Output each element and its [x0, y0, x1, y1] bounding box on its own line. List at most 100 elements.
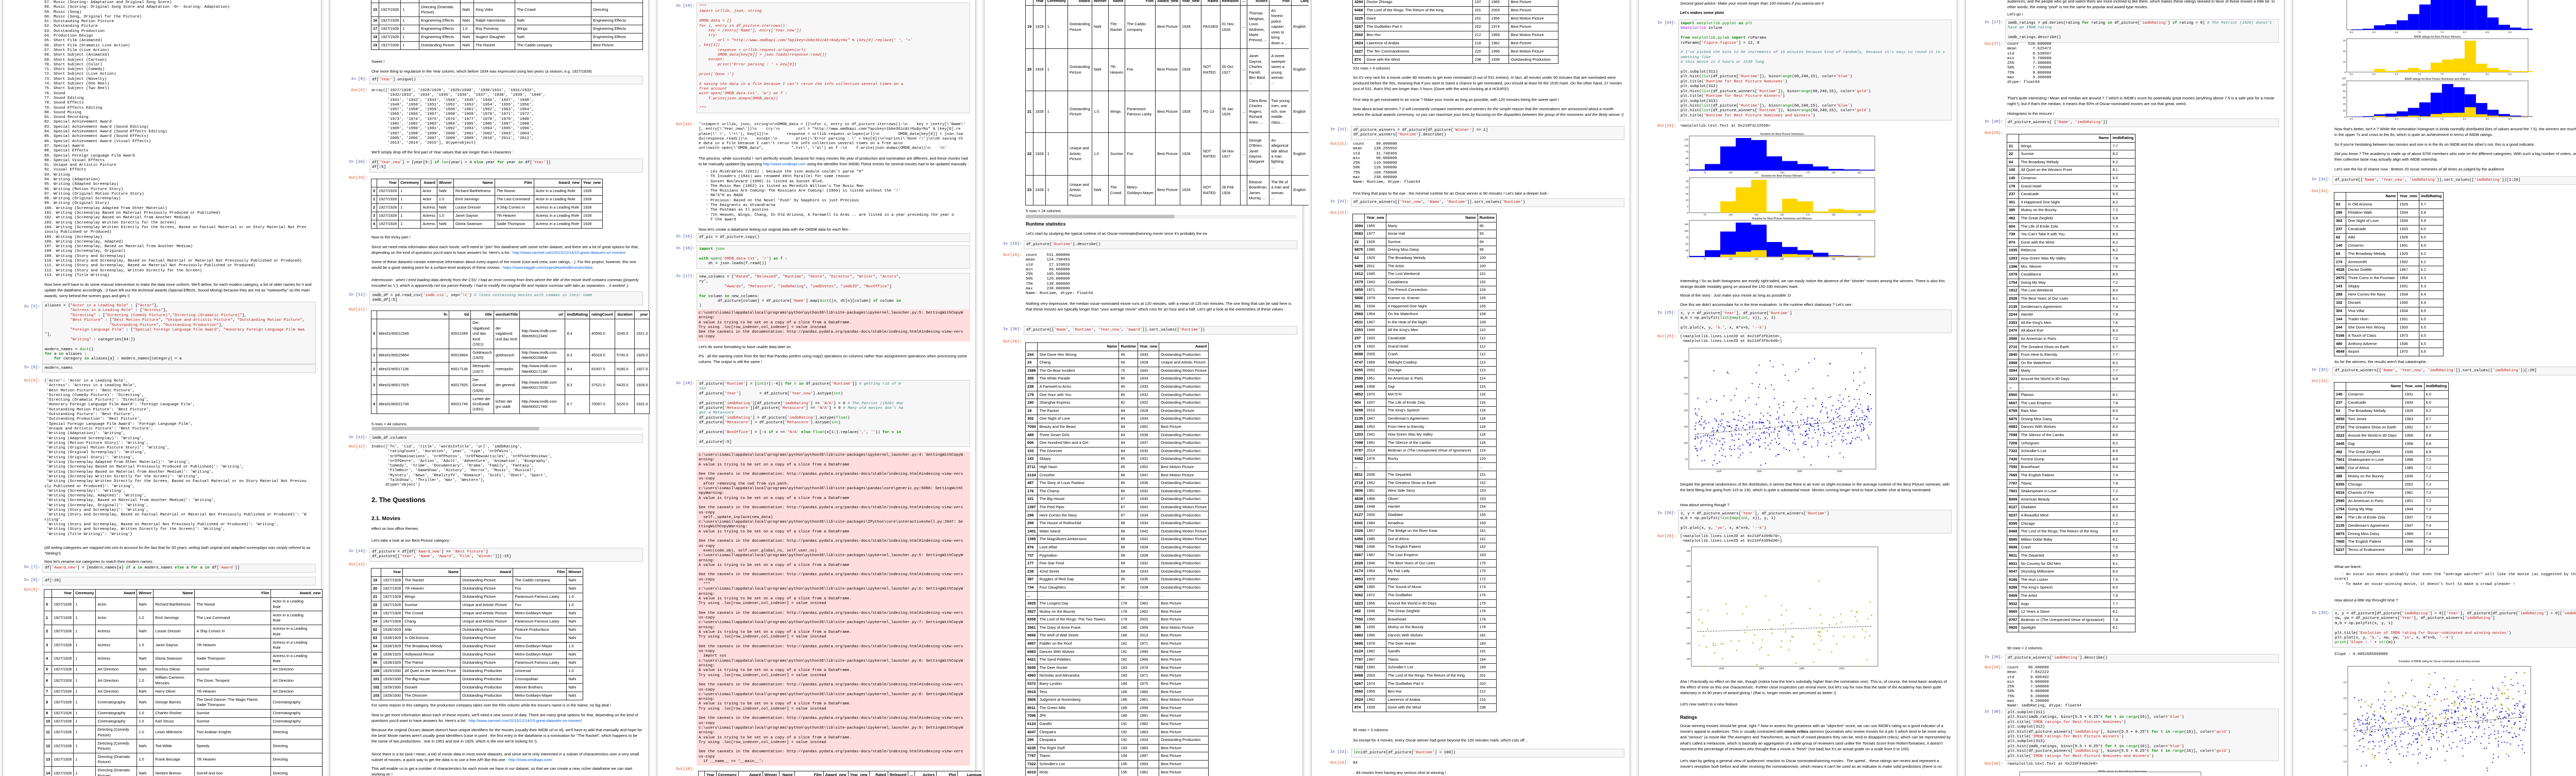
svg-text:2000: 2000: [1837, 470, 1843, 473]
svg-text:125: 125: [1754, 214, 1758, 216]
svg-text:5.5: 5.5: [2350, 118, 2353, 120]
svg-text:200: 200: [1684, 376, 1688, 379]
svg-text:220: 220: [1686, 565, 1690, 567]
svg-text:120: 120: [1686, 642, 1690, 645]
svg-text:IMDB ratings for Best Picture: IMDB ratings for Best Picture Winners: [2414, 36, 2461, 39]
svg-text:160: 160: [1686, 611, 1690, 614]
svg-text:125: 125: [1754, 171, 1758, 174]
svg-text:150: 150: [1780, 258, 1784, 261]
svg-text:125: 125: [1684, 425, 1688, 428]
svg-text:9.0: 9.0: [2509, 31, 2512, 33]
svg-text:9.0: 9.0: [2509, 118, 2512, 120]
svg-text:75: 75: [1703, 171, 1706, 174]
svg-text:Runtime for Best Picture Nomin: Runtime for Best Picture Nominees: [1760, 133, 1804, 136]
svg-text:5.5: 5.5: [2350, 73, 2353, 76]
svg-text:150: 150: [1780, 214, 1784, 216]
svg-text:8.0: 8.0: [2463, 118, 2467, 120]
svg-text:15: 15: [1686, 193, 1689, 195]
svg-text:7.0: 7.0: [2344, 745, 2347, 747]
svg-text:0: 0: [1687, 212, 1688, 214]
svg-text:Evolution of IMDB rating for O: Evolution of IMDB rating for Oscar-nomin…: [2399, 660, 2480, 663]
svg-text:175: 175: [1806, 214, 1810, 216]
svg-text:1960: 1960: [1756, 470, 1762, 473]
svg-text:75: 75: [1686, 236, 1689, 239]
svg-text:100: 100: [1684, 145, 1688, 147]
svg-text:240: 240: [1686, 549, 1690, 552]
svg-text:225: 225: [1857, 258, 1861, 261]
svg-text:6.0: 6.0: [2372, 118, 2376, 120]
svg-text:8.5: 8.5: [2486, 73, 2489, 76]
svg-text:6.5: 6.5: [2395, 73, 2399, 76]
svg-text:7.5: 7.5: [2344, 729, 2347, 731]
svg-text:0: 0: [2344, 71, 2346, 74]
svg-text:225: 225: [1684, 360, 1688, 363]
svg-text:75: 75: [1703, 258, 1706, 261]
svg-text:50: 50: [1686, 157, 1689, 160]
svg-text:175: 175: [1806, 258, 1810, 261]
svg-text:10: 10: [2343, 60, 2346, 63]
svg-text:7.5: 7.5: [2441, 118, 2444, 120]
svg-text:9.0: 9.0: [2509, 73, 2512, 76]
svg-text:200: 200: [1686, 580, 1690, 583]
svg-text:100: 100: [1684, 442, 1688, 444]
svg-text:100: 100: [2342, 83, 2346, 86]
svg-text:75: 75: [1685, 458, 1688, 461]
svg-text:140: 140: [1686, 627, 1690, 629]
svg-text:1980: 1980: [1799, 667, 1805, 670]
svg-text:7.0: 7.0: [2418, 118, 2421, 120]
svg-text:6.5: 6.5: [2395, 31, 2399, 33]
svg-text:6.5: 6.5: [2344, 761, 2347, 763]
svg-text:200: 200: [1832, 258, 1836, 261]
svg-text:7.5: 7.5: [2441, 73, 2444, 76]
svg-text:175: 175: [1684, 393, 1688, 395]
svg-text:8.5: 8.5: [2344, 697, 2347, 699]
svg-text:80: 80: [2343, 90, 2346, 93]
svg-text:6.5: 6.5: [2395, 118, 2399, 120]
svg-text:8.0: 8.0: [2463, 31, 2467, 33]
svg-text:25: 25: [1686, 180, 1689, 182]
svg-text:8.5: 8.5: [2486, 118, 2489, 120]
svg-text:0: 0: [2344, 116, 2346, 118]
svg-text:100: 100: [1728, 214, 1733, 216]
svg-text:225: 225: [1857, 214, 1861, 216]
svg-text:20: 20: [2343, 109, 2346, 112]
svg-text:9.0: 9.0: [2344, 681, 2347, 684]
svg-text:7.0: 7.0: [2418, 31, 2421, 33]
svg-text:175: 175: [1806, 171, 1810, 174]
svg-text:120: 120: [2342, 77, 2346, 80]
svg-text:8.0: 8.0: [2463, 73, 2467, 76]
svg-text:1980: 1980: [1797, 470, 1803, 473]
svg-text:125: 125: [1684, 139, 1688, 141]
svg-text:150: 150: [1780, 171, 1784, 174]
svg-text:75: 75: [1703, 214, 1706, 216]
svg-text:IMDB ratings for Best Picture: IMDB ratings for Best Picture Nominees a…: [2404, 78, 2470, 81]
svg-text:100: 100: [1684, 230, 1688, 232]
svg-text:Runtime for Best Picture Nomin: Runtime for Best Picture Nominees and Wi…: [1752, 217, 1812, 220]
svg-text:7.0: 7.0: [2418, 73, 2421, 76]
svg-text:100: 100: [1728, 171, 1733, 174]
svg-text:5.5: 5.5: [2350, 31, 2353, 33]
svg-text:1960: 1960: [1759, 667, 1765, 670]
svg-text:1940: 1940: [1719, 667, 1724, 670]
svg-text:25: 25: [1686, 249, 1689, 252]
svg-text:0: 0: [1687, 169, 1688, 172]
svg-text:75: 75: [1686, 151, 1689, 153]
svg-text:20: 20: [1686, 186, 1689, 189]
svg-text:Runtime for Best Picture Winne: Runtime for Best Picture Winners: [1761, 175, 1803, 178]
svg-text:50: 50: [1686, 243, 1689, 245]
svg-text:100: 100: [1686, 658, 1690, 660]
svg-text:0: 0: [1687, 256, 1688, 258]
svg-text:30: 30: [2343, 40, 2346, 42]
svg-text:7.5: 7.5: [2441, 31, 2444, 33]
svg-text:40: 40: [2343, 103, 2346, 106]
svg-text:5: 5: [1687, 205, 1688, 208]
svg-text:2000: 2000: [1839, 667, 1845, 670]
svg-text:125: 125: [1684, 223, 1688, 226]
svg-text:180: 180: [1686, 596, 1690, 598]
svg-text:6.0: 6.0: [2372, 73, 2376, 76]
svg-text:20: 20: [2343, 50, 2346, 53]
svg-text:125: 125: [1754, 258, 1758, 261]
svg-text:200: 200: [1832, 214, 1836, 216]
svg-text:6.0: 6.0: [2372, 31, 2376, 33]
svg-text:100: 100: [1728, 258, 1733, 261]
